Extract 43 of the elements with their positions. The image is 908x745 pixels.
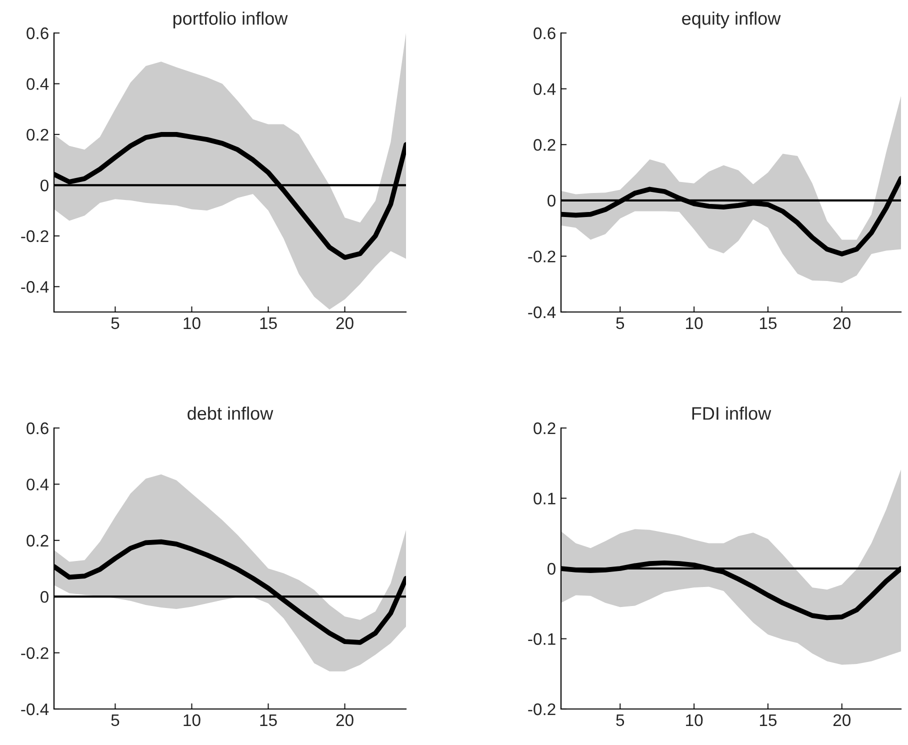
x-tick-label: 5 [111, 317, 120, 330]
x-tick-label: 20 [833, 714, 850, 726]
y-tick-label: 0.2 [26, 128, 48, 141]
x-tick-label: 15 [760, 317, 777, 330]
chart-title: debt inflow [188, 406, 274, 420]
x-tick-label: 20 [336, 714, 354, 726]
y-tick-label: 0 [548, 562, 556, 575]
y-tick-label: 0 [40, 591, 48, 603]
x-tick-label: 15 [260, 714, 277, 726]
x-tick-label: 10 [686, 714, 703, 726]
y-tick-label: 0.6 [534, 27, 556, 40]
y-tick-label: 0.4 [26, 78, 49, 90]
x-tick-label: 20 [336, 317, 354, 330]
x-tick-label: 15 [760, 714, 777, 726]
y-tick-label: 0 [548, 194, 556, 207]
x-tick-label: 20 [833, 317, 850, 330]
x-tick-label: 10 [686, 317, 703, 330]
y-tick-label: 0.1 [534, 492, 556, 504]
y-tick-label: -0.4 [21, 281, 49, 293]
y-tick-label: -0.2 [21, 647, 48, 660]
y-tick-label: 0.6 [26, 27, 48, 40]
y-tick-label: 0.2 [26, 534, 48, 547]
y-tick-label: 0.6 [26, 422, 48, 434]
chart-title: equity inflow [682, 12, 781, 28]
y-tick-label: 0.4 [26, 478, 49, 490]
x-tick-label: 5 [111, 714, 120, 726]
y-tick-label: -0.2 [528, 250, 556, 262]
y-tick-label: -0.1 [528, 633, 556, 645]
x-tick-label: 5 [616, 317, 624, 330]
y-tick-label: -0.2 [528, 703, 556, 716]
y-tick-label: -0.4 [21, 703, 49, 716]
x-tick-label: 10 [184, 714, 200, 726]
y-tick-label: -0.2 [21, 230, 48, 242]
chart-title: portfolio inflow [173, 12, 288, 28]
x-tick-label: 15 [260, 317, 277, 330]
chart-title: FDI inflow [692, 406, 772, 420]
y-tick-label: 0.4 [534, 83, 556, 96]
x-tick-label: 5 [616, 714, 624, 726]
y-tick-label: 0.2 [534, 422, 556, 434]
y-tick-label: -0.4 [528, 306, 556, 318]
y-tick-label: 0.2 [534, 139, 556, 151]
x-tick-label: 10 [184, 317, 200, 330]
y-tick-label: 0 [40, 180, 48, 192]
